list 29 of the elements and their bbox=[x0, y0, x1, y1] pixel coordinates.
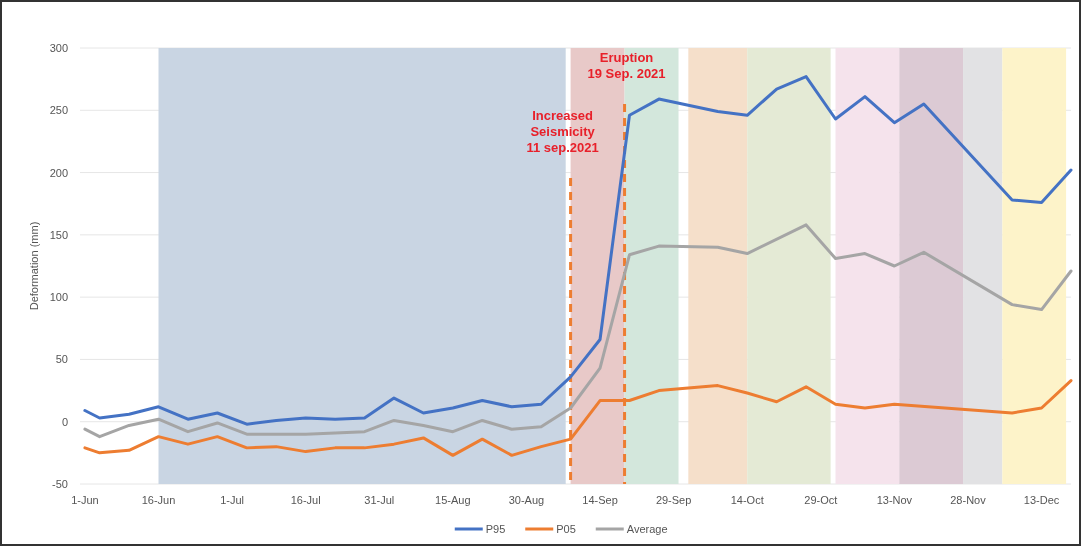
y-axis-title: Deformation (mm) bbox=[28, 221, 40, 311]
x-tick-label: 15-Aug bbox=[435, 494, 471, 506]
y-tick-label: 50 bbox=[55, 353, 68, 366]
x-tick-label: 16-Jul bbox=[290, 494, 321, 506]
legend-label: Average bbox=[626, 523, 668, 535]
x-tick-label: 16-Jun bbox=[141, 494, 176, 506]
x-tick-label: 29-Oct bbox=[804, 494, 838, 506]
x-tick-label: 14-Sep bbox=[582, 494, 618, 506]
ref-line-label: Eruption 19 Sep. 2021 bbox=[587, 50, 666, 81]
x-tick-label: 28-Nov bbox=[950, 494, 987, 506]
y-tick-label: 150 bbox=[49, 228, 68, 241]
x-tick-label: 13-Dec bbox=[1023, 494, 1060, 506]
legend-label: P05 bbox=[556, 523, 576, 535]
x-tick-label: 13-Nov bbox=[876, 494, 913, 506]
x-tick-label: 30-Aug bbox=[508, 494, 545, 506]
y-tick-label: 200 bbox=[49, 166, 68, 179]
x-tick-label: 29-Sep bbox=[655, 494, 692, 506]
x-tick-label: 1-Jun bbox=[71, 494, 99, 506]
line-series bbox=[83, 223, 1073, 439]
ref-line-label: Increased Seismicity 11 sep.2021 bbox=[526, 108, 599, 155]
y-tick-label: 0 bbox=[61, 415, 68, 428]
x-tick-label: 1-Jul bbox=[220, 494, 245, 506]
y-tick-label: 250 bbox=[49, 104, 68, 117]
y-tick-label: -50 bbox=[52, 478, 68, 490]
legend-label: P95 bbox=[485, 523, 506, 535]
y-tick-label: 300 bbox=[49, 42, 68, 54]
x-tick-label: 14-Oct bbox=[730, 494, 764, 506]
x-tick-label: 31-Jul bbox=[364, 494, 395, 506]
y-tick-label: 100 bbox=[49, 291, 68, 304]
